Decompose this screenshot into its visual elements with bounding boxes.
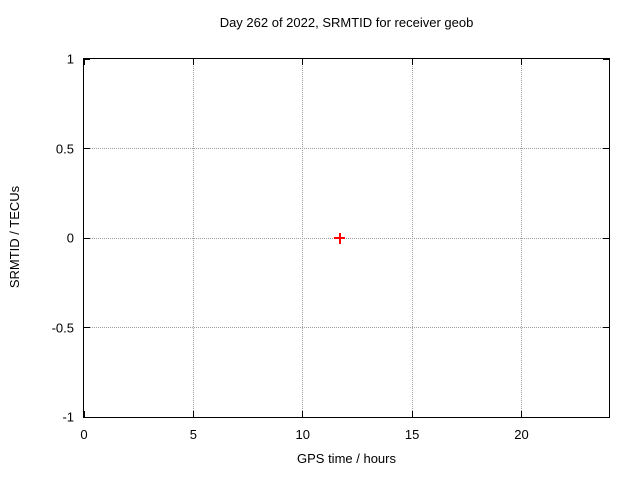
data-point-marker <box>334 232 346 244</box>
x-tick-mark <box>521 411 522 417</box>
x-tick-mark <box>192 59 194 65</box>
y-axis-label: SRMTID / TECUs <box>7 185 22 289</box>
x-tick-mark <box>302 411 304 417</box>
y-tick-mark <box>84 327 90 328</box>
x-tick-mark <box>521 59 522 65</box>
x-axis-label: GPS time / hours <box>297 451 396 466</box>
x-tick-label: 15 <box>404 427 420 442</box>
x-tick-mark <box>302 59 304 65</box>
y-tick-mark <box>603 416 609 418</box>
x-tick-label: 0 <box>80 427 88 442</box>
h-gridline <box>84 327 609 328</box>
y-tick-label: 0.5 <box>55 141 74 156</box>
chart-title: Day 262 of 2022, SRMTID for receiver geo… <box>219 15 474 30</box>
y-tick-mark <box>84 237 90 239</box>
y-tick-mark <box>84 58 90 60</box>
x-tick-mark <box>192 411 194 417</box>
h-gridline <box>84 237 609 239</box>
plot-area: 0 5 10 15 20 -1 -0.5 0 0.5 1 <box>52 52 610 442</box>
x-tick-label: 5 <box>189 427 197 442</box>
y-tick-mark <box>603 237 609 239</box>
x-tick-label: 20 <box>514 427 529 442</box>
y-tick-label: 1 <box>66 51 74 67</box>
x-tick-mark <box>411 59 413 65</box>
x-tick-mark <box>411 411 413 417</box>
marker-vertical-bar <box>338 232 341 244</box>
y-tick-mark <box>84 416 90 418</box>
h-gridline <box>84 148 609 149</box>
y-tick-mark <box>603 148 609 149</box>
y-tick-label: 0 <box>66 230 74 246</box>
y-tick-mark <box>603 327 609 328</box>
x-tick-mark <box>83 411 85 417</box>
y-tick-label: -1 <box>62 409 74 425</box>
x-tick-mark <box>83 59 85 65</box>
y-tick-label: -0.5 <box>51 320 74 335</box>
y-tick-mark <box>84 148 90 149</box>
y-tick-mark <box>603 58 609 60</box>
x-tick-label: 10 <box>295 427 310 442</box>
